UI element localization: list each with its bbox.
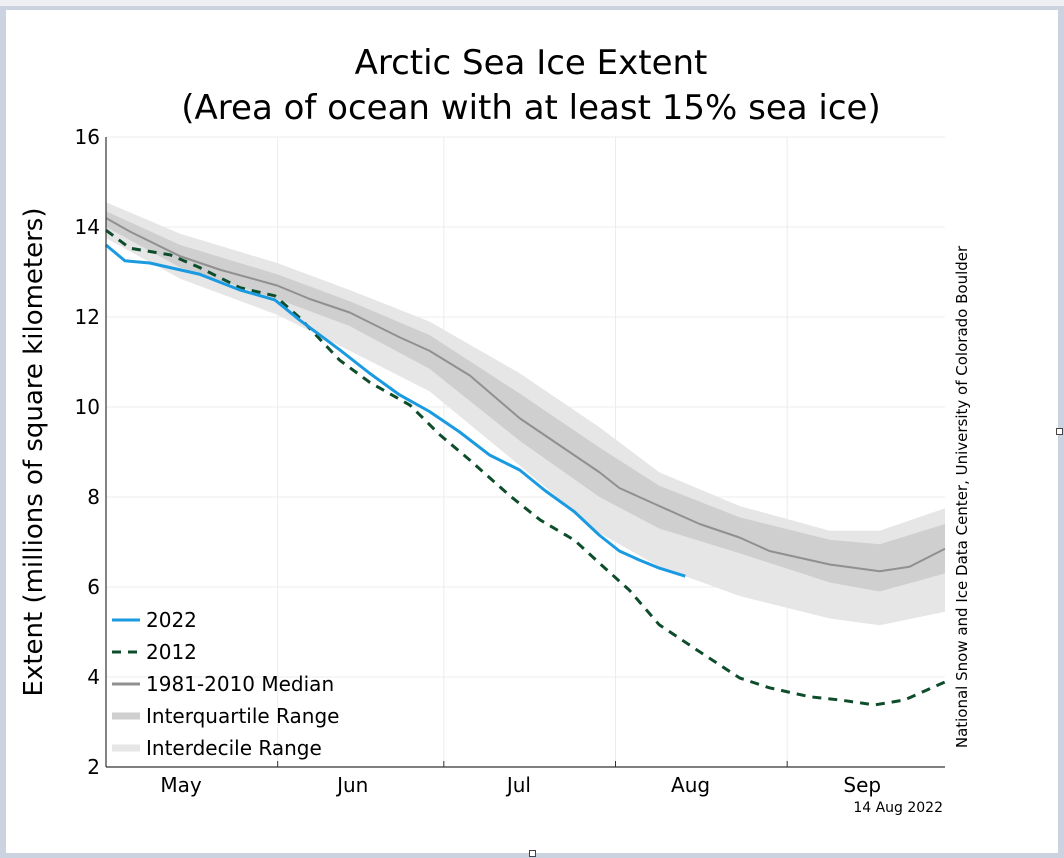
y-tick-label: 10 — [75, 395, 100, 419]
date-stamp: 14 Aug 2022 — [853, 800, 943, 816]
legend-label-interquartile-range: Interquartile Range — [146, 704, 339, 728]
legend-label-1981-2010-median: 1981-2010 Median — [146, 672, 334, 696]
x-tick-label: Jun — [335, 773, 368, 797]
chart-subtitle: (Area of ocean with at least 15% sea ice… — [181, 88, 880, 128]
y-tick-label: 16 — [75, 125, 100, 149]
median-line — [105, 217, 946, 573]
credit-text: National Snow and Ice Data Center, Unive… — [953, 245, 971, 748]
axes — [105, 137, 945, 768]
x-tick-label: Aug — [671, 773, 710, 797]
legend-label-2012: 2012 — [146, 640, 197, 664]
y-tick-label: 4 — [87, 665, 100, 689]
y-tick-label: 12 — [75, 305, 100, 329]
x-ticks: May Jun Jul Aug Sep — [160, 773, 881, 797]
top-strip — [0, 0, 1064, 6]
x-tick-label: May — [160, 773, 202, 797]
legend-label-interdecile-range: Interdecile Range — [146, 736, 322, 760]
resize-handle-bottom[interactable] — [529, 850, 536, 857]
x-tick-label: Jul — [505, 773, 531, 797]
legend: 2022 2012 1981-2010 Median Interquartile Ra… — [112, 608, 339, 760]
interquartile-band — [106, 211, 945, 592]
line-2012 — [105, 228, 946, 707]
y-tick-label: 8 — [87, 485, 100, 509]
chart-title: Arctic Sea Ice Extent — [355, 43, 708, 83]
y-tick-label: 2 — [87, 755, 100, 779]
line-2022 — [105, 243, 686, 578]
x-tick-label: Sep — [843, 773, 881, 797]
bands — [106, 202, 945, 626]
resize-handle-right[interactable] — [1056, 428, 1063, 435]
y-tick-label: 14 — [75, 215, 100, 239]
y-ticks: 2 4 6 8 10 12 14 16 — [75, 125, 100, 779]
y-tick-label: 6 — [87, 575, 100, 599]
legend-label-2022: 2022 — [146, 608, 197, 632]
y-axis-label: Extent (millions of square kilometers) — [19, 208, 49, 697]
lines — [105, 217, 946, 707]
